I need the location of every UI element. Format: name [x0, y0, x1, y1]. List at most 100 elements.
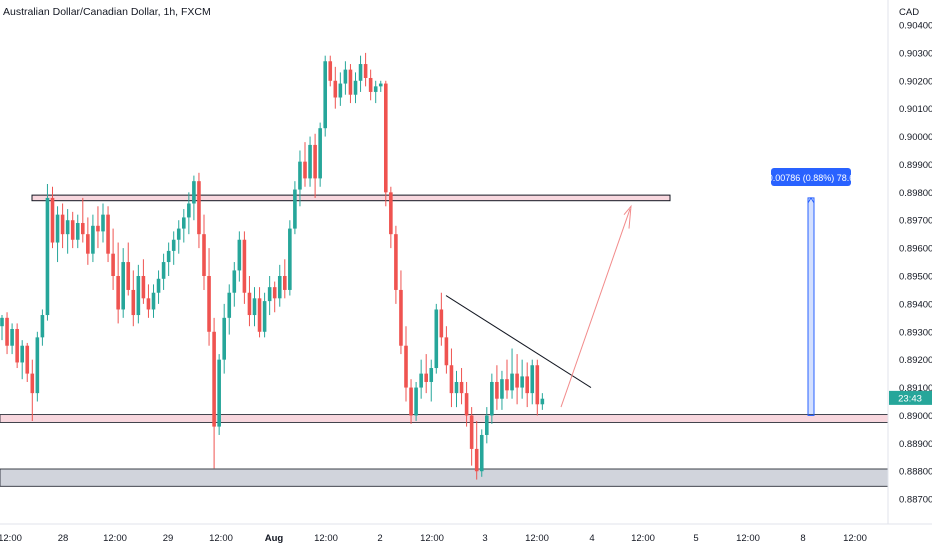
candle — [358, 55, 363, 92]
candle — [348, 64, 353, 104]
projection-arrow — [560, 208, 631, 408]
candle-body — [257, 298, 262, 332]
candle — [212, 317, 216, 469]
candle-body — [313, 144, 317, 179]
y-tick-label: 0.89400 — [899, 299, 932, 310]
candle — [171, 231, 176, 265]
y-tick-label: 0.89000 — [899, 411, 932, 422]
candle — [101, 203, 105, 243]
candle-body — [171, 239, 176, 251]
measure-arrow — [807, 196, 815, 204]
y-tick-label: 0.89500 — [899, 272, 932, 283]
candle — [141, 259, 146, 304]
candle-body — [378, 83, 383, 87]
candle — [146, 284, 151, 318]
candle-body — [247, 292, 252, 316]
candle-body — [469, 415, 474, 449]
candle — [96, 206, 100, 249]
x-tick-label: 12:00 — [314, 533, 338, 544]
candle — [368, 69, 373, 101]
candle — [121, 248, 125, 318]
candle-body — [520, 376, 524, 388]
candle — [176, 220, 181, 254]
candle-body — [298, 161, 302, 190]
candle — [449, 348, 454, 408]
candle — [126, 242, 131, 296]
y-tick-label: 0.89200 — [899, 355, 932, 366]
candle-body — [474, 448, 479, 472]
candle — [86, 217, 90, 265]
candle — [474, 421, 479, 480]
candle-body — [272, 287, 277, 299]
x-tick-label: 12:00 — [420, 533, 444, 544]
candle-body — [389, 192, 393, 235]
candle — [116, 242, 120, 324]
candle — [35, 331, 40, 402]
candle-body — [384, 83, 388, 193]
x-tick-label: 12:00 — [525, 533, 549, 544]
candle — [429, 359, 434, 402]
resistance-zone — [31, 194, 671, 202]
x-tick-label: 2 — [377, 533, 382, 544]
projection-arrow-head — [623, 204, 632, 229]
candle-body — [303, 161, 307, 179]
candle — [277, 264, 282, 307]
candle-body — [35, 337, 40, 394]
x-tick-label: Aug — [265, 533, 284, 544]
candle-body — [25, 345, 30, 374]
candle — [252, 287, 257, 327]
candle-body — [45, 197, 50, 316]
candle-body — [267, 287, 272, 302]
x-tick-label: 5 — [693, 533, 698, 544]
candle — [151, 284, 156, 318]
candle-body — [283, 276, 287, 290]
candle-body — [439, 309, 444, 338]
candle-body — [419, 373, 423, 388]
candle — [15, 323, 19, 369]
candle-body — [515, 373, 519, 388]
candle — [303, 142, 307, 187]
y-tick-label: 0.90400 — [899, 21, 932, 32]
descending-trendline — [445, 295, 592, 388]
candle-body — [166, 250, 171, 263]
candle — [5, 312, 9, 355]
candle — [207, 248, 211, 346]
candle — [485, 407, 489, 444]
candle — [237, 231, 242, 282]
candle-body — [242, 239, 247, 293]
candle-body — [444, 337, 449, 366]
time-axis[interactable]: 12:00 28 12:00 29 12:00 Aug 12:00 2 12:00 3 12:00 4… — [0, 523, 932, 544]
x-tick-label: 12:00 — [209, 533, 233, 544]
y-tick-label: 0.88700 — [899, 495, 932, 506]
candle-body — [55, 214, 60, 243]
candle — [515, 354, 519, 405]
candle-body — [454, 381, 459, 394]
candle-body — [308, 144, 312, 179]
candle — [530, 359, 535, 405]
y-tick-label: 0.90200 — [899, 76, 932, 87]
candle — [222, 303, 226, 374]
candle-body — [141, 276, 146, 299]
candle-body — [70, 220, 75, 240]
candle-body — [101, 214, 105, 232]
candle — [520, 359, 524, 399]
candle — [464, 381, 469, 427]
candle-body — [404, 345, 408, 388]
candle-body — [0, 317, 4, 327]
current-price-label: 23:43 — [898, 393, 922, 404]
candle — [242, 231, 247, 304]
candle-body — [227, 292, 232, 318]
candle-body — [20, 345, 24, 363]
x-tick-label: 3 — [482, 533, 487, 544]
price-axis[interactable]: 0.90400 0.90300 0.90200 0.90100 0.90000 0.899… — [887, 0, 932, 524]
drawings-layer: 0.00786 (0.88%) 78.6 — [445, 168, 854, 416]
candle — [293, 181, 297, 235]
candle-body — [207, 276, 211, 332]
candle — [500, 370, 504, 410]
currency-label: CAD — [899, 7, 919, 18]
demand-zone — [0, 468, 889, 487]
candle-body — [15, 328, 19, 363]
candle-body — [50, 197, 55, 243]
candle-body — [328, 61, 333, 81]
